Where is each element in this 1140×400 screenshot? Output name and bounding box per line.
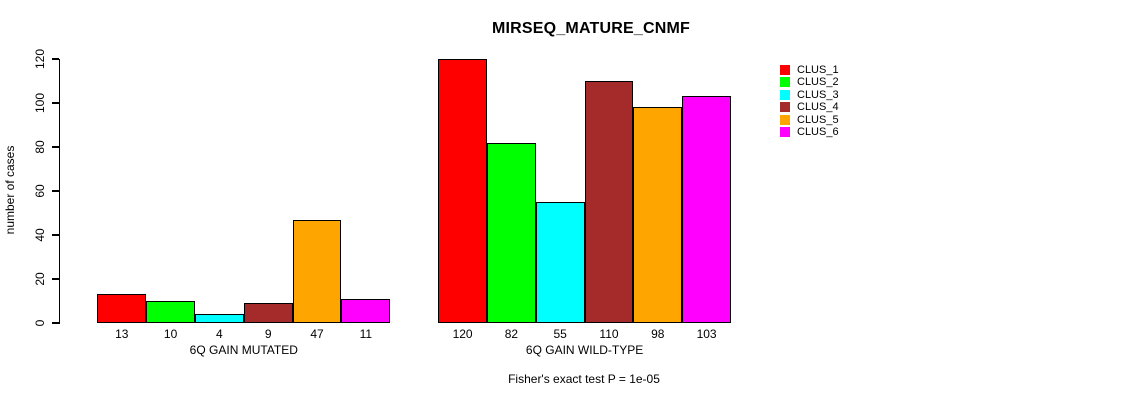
legend-swatch-icon xyxy=(780,77,790,88)
y-tick-label: 20 xyxy=(33,272,47,286)
bar-clus_5-group1 xyxy=(292,219,342,323)
y-axis-tick xyxy=(51,234,59,236)
bar-clus_4-group2 xyxy=(584,81,634,323)
y-tick-label: 0 xyxy=(33,319,47,327)
group-label: 6Q GAIN WILD-TYPE xyxy=(525,343,644,357)
bar-clus_3-group1 xyxy=(195,314,244,323)
bar-clus_6-group1 xyxy=(341,298,391,323)
bar-value-label: 11 xyxy=(359,327,373,341)
y-axis-tick xyxy=(51,278,59,280)
legend-item-clus_3: CLUS_3 xyxy=(780,88,839,101)
legend-label: CLUS_3 xyxy=(797,88,839,101)
y-axis-tick xyxy=(51,58,59,60)
bar-value-label: 4 xyxy=(216,327,223,341)
y-tick-label: 80 xyxy=(33,140,47,154)
legend-swatch-icon xyxy=(780,102,790,113)
y-tick-label: 120 xyxy=(33,48,47,70)
bar-clus_2-group1 xyxy=(146,301,195,323)
legend-item-clus_6: CLUS_6 xyxy=(780,126,839,139)
legend-item-clus_4: CLUS_4 xyxy=(780,101,839,114)
legend-label: CLUS_4 xyxy=(797,101,839,114)
y-axis-tick xyxy=(51,190,59,192)
stat-annotation: Fisher's exact test P = 1e-05 xyxy=(508,372,660,386)
y-tick-label: 60 xyxy=(33,184,47,198)
legend-label: CLUS_2 xyxy=(797,76,839,89)
chart-title: MIRSEQ_MATURE_CNMF xyxy=(492,20,690,37)
y-tick-label: 40 xyxy=(33,228,47,242)
legend-swatch-icon xyxy=(780,89,790,100)
bar-clus_1-group2 xyxy=(438,59,487,323)
legend-item-clus_2: CLUS_2 xyxy=(780,76,839,89)
bar-value-label: 103 xyxy=(696,327,717,341)
bar-clus_1-group1 xyxy=(97,294,147,323)
legend-label: CLUS_6 xyxy=(797,126,839,139)
y-axis-tick xyxy=(51,102,59,104)
bar-value-label: 120 xyxy=(452,327,473,341)
y-axis-line xyxy=(58,58,60,324)
bar-clus_4-group1 xyxy=(243,303,293,323)
bar-value-label: 55 xyxy=(553,327,567,341)
legend-swatch-icon xyxy=(780,114,790,125)
y-axis-tick xyxy=(51,146,59,148)
y-tick-label: 100 xyxy=(33,92,47,114)
legend-label: CLUS_5 xyxy=(797,113,839,126)
bar-clus_3-group2 xyxy=(535,202,585,323)
bar-clus_2-group2 xyxy=(487,142,536,323)
y-axis-tick xyxy=(51,322,59,324)
legend-item-clus_5: CLUS_5 xyxy=(780,113,839,126)
bar-clus_6-group2 xyxy=(682,96,731,323)
bar-value-label: 13 xyxy=(115,327,129,341)
legend-swatch-icon xyxy=(780,127,790,138)
bar-value-label: 10 xyxy=(163,327,178,341)
legend-item-clus_1: CLUS_1 xyxy=(780,63,839,76)
bar-value-label: 110 xyxy=(599,327,619,341)
bar-value-label: 82 xyxy=(504,327,519,341)
bar-value-label: 98 xyxy=(651,327,665,341)
bar-clus_5-group2 xyxy=(633,107,683,323)
legend-label: CLUS_1 xyxy=(797,63,839,76)
bar-value-label: 9 xyxy=(264,327,272,341)
group-label: 6Q GAIN MUTATED xyxy=(189,343,298,357)
bar-value-label: 47 xyxy=(310,327,324,341)
legend-swatch-icon xyxy=(780,64,790,75)
